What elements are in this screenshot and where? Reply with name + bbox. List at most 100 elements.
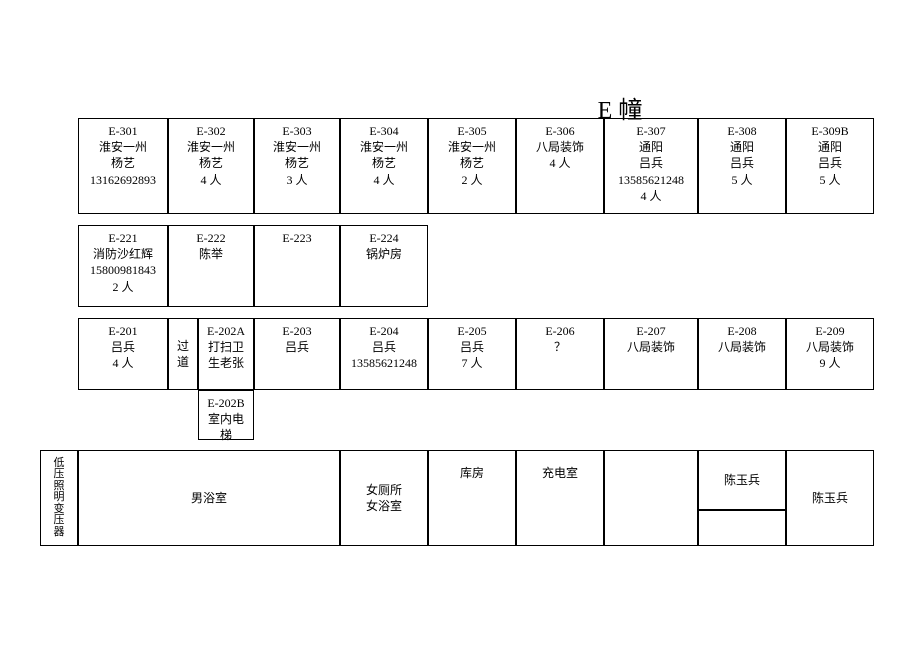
room-e305: E-305 淮安一州 杨艺 2 人	[428, 118, 516, 214]
room-line: 5 人	[819, 172, 840, 188]
room-line: 生老张	[208, 355, 244, 371]
room-id: E-222	[196, 230, 225, 246]
female-bathroom: 女厕所 女浴室	[340, 450, 428, 546]
room-e306: E-306 八局装饰 4 人	[516, 118, 604, 214]
room-e202a: E-202A 打扫卫 生老张	[198, 318, 254, 390]
room-line: ？	[554, 339, 566, 355]
room-line: 13585621248	[351, 355, 417, 371]
room-id: E-206	[545, 323, 574, 339]
room-line: 3 人	[286, 172, 307, 188]
room-e309b: E-309B 通阳 吕兵 5 人	[786, 118, 874, 214]
room-line: 女浴室	[366, 498, 402, 514]
room-line: 7 人	[461, 355, 482, 371]
room-e208: E-208 八局装饰	[698, 318, 786, 390]
room-line: 杨艺	[285, 155, 309, 171]
room-line: 13585621248	[618, 172, 684, 188]
room-id: E-305	[457, 123, 486, 139]
room-line: 男浴室	[191, 490, 227, 506]
room-line: 八局装饰	[718, 339, 766, 355]
room-line: 4 人	[200, 172, 221, 188]
room-id: E-304	[369, 123, 398, 139]
room-line: 9 人	[819, 355, 840, 371]
room-line: 4 人	[373, 172, 394, 188]
room-line: 吕兵	[285, 339, 309, 355]
room-line: 淮安一州	[360, 139, 408, 155]
room-line: 八局装饰	[536, 139, 584, 155]
room-e304: E-304 淮安一州 杨艺 4 人	[340, 118, 428, 214]
room-line: 通阳	[730, 139, 754, 155]
room-e204: E-204 吕兵 13585621248	[340, 318, 428, 390]
room-id: E-221	[108, 230, 137, 246]
room-id: E-224	[369, 230, 398, 246]
room-e221: E-221 消防沙红辉 15800981843 2 人	[78, 225, 168, 307]
room-line: 杨艺	[199, 155, 223, 171]
room-line: 吕兵	[818, 155, 842, 171]
room-cyb2: 陈玉兵	[786, 450, 874, 546]
room-line: 5 人	[731, 172, 752, 188]
room-line: 消防沙红辉	[93, 246, 153, 262]
room-e205: E-205 吕兵 7 人	[428, 318, 516, 390]
room-e201: E-201 吕兵 4 人	[78, 318, 168, 390]
room-id: E-307	[636, 123, 665, 139]
room-line: 吕兵	[111, 339, 135, 355]
room-line: 通阳	[639, 139, 663, 155]
room-e206: E-206 ？	[516, 318, 604, 390]
room-line: 过	[177, 338, 189, 354]
room-id: E-306	[545, 123, 574, 139]
room-line: 陈玉兵	[724, 472, 760, 488]
room-line: 吕兵	[372, 339, 396, 355]
room-cyb1-bottom	[698, 510, 786, 546]
room-line: 淮安一州	[99, 139, 147, 155]
room-line: 淮安一州	[187, 139, 235, 155]
room-line: 器	[54, 527, 65, 539]
room-line: 杨艺	[372, 155, 396, 171]
room-e307: E-307 通阳 吕兵 13585621248 4 人	[604, 118, 698, 214]
room-id: E-209	[815, 323, 844, 339]
room-e224: E-224 锅炉房	[340, 225, 428, 307]
room-e222: E-222 陈举	[168, 225, 254, 307]
room-line: 八局装饰	[806, 339, 854, 355]
room-e301: E-301 淮安一州 杨艺 13162692893	[78, 118, 168, 214]
room-id: E-201	[108, 323, 137, 339]
corridor: 过 道	[168, 318, 198, 390]
empty-room	[604, 450, 698, 546]
room-line: 吕兵	[730, 155, 754, 171]
room-line: 室内电	[208, 411, 244, 427]
room-cyb1-top: 陈玉兵	[698, 450, 786, 510]
room-line: 吕兵	[460, 339, 484, 355]
room-line: 女厕所	[366, 482, 402, 498]
room-line: 杨艺	[111, 155, 135, 171]
male-bathroom: 男浴室	[78, 450, 340, 546]
transformer-room: 低 压 照 明 变 压 器	[40, 450, 78, 546]
room-e302: E-302 淮安一州 杨艺 4 人	[168, 118, 254, 214]
room-line: 2 人	[461, 172, 482, 188]
room-line: 道	[177, 354, 189, 370]
room-id: E-309B	[811, 123, 848, 139]
room-id: E-208	[727, 323, 756, 339]
room-e308: E-308 通阳 吕兵 5 人	[698, 118, 786, 214]
storeroom: 库房	[428, 450, 516, 546]
room-e207: E-207 八局装饰	[604, 318, 698, 390]
room-id: E-202B	[207, 395, 244, 411]
room-line: 锅炉房	[366, 246, 402, 262]
room-line: 通阳	[818, 139, 842, 155]
room-e209: E-209 八局装饰 9 人	[786, 318, 874, 390]
room-line: 梯	[220, 427, 232, 443]
room-line: 4 人	[112, 355, 133, 371]
room-line: 吕兵	[639, 155, 663, 171]
room-id: E-207	[636, 323, 665, 339]
room-line: 库房	[460, 465, 484, 481]
room-line: 杨艺	[460, 155, 484, 171]
room-line: 打扫卫	[208, 339, 244, 355]
room-line: 充电室	[542, 465, 578, 481]
room-e202b: E-202B 室内电 梯	[198, 390, 254, 440]
room-e223: E-223	[254, 225, 340, 307]
room-line: 淮安一州	[448, 139, 496, 155]
room-line: 2 人	[112, 279, 133, 295]
room-line: 淮安一州	[273, 139, 321, 155]
room-line: 4 人	[640, 188, 661, 204]
room-id: E-302	[196, 123, 225, 139]
room-line: 八局装饰	[627, 339, 675, 355]
room-id: E-203	[282, 323, 311, 339]
room-line: 13162692893	[90, 172, 156, 188]
